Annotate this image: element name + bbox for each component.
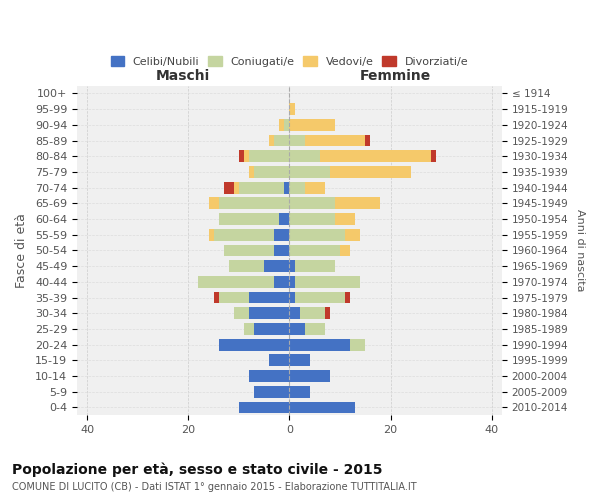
Bar: [305, 182, 325, 194]
Bar: [249, 166, 254, 178]
Bar: [325, 308, 330, 319]
Bar: [340, 244, 350, 256]
Bar: [249, 370, 289, 382]
Bar: [289, 150, 320, 162]
Bar: [264, 260, 289, 272]
Bar: [289, 244, 340, 256]
Bar: [289, 292, 295, 304]
Bar: [289, 119, 335, 131]
Bar: [295, 292, 345, 304]
Bar: [289, 308, 299, 319]
Text: Maschi: Maschi: [156, 68, 211, 82]
Bar: [289, 354, 310, 366]
Bar: [244, 150, 249, 162]
Bar: [254, 166, 289, 178]
Bar: [289, 134, 305, 146]
Bar: [345, 229, 360, 240]
Bar: [280, 213, 289, 225]
Bar: [289, 104, 295, 115]
Bar: [274, 229, 289, 240]
Bar: [289, 339, 350, 350]
Bar: [299, 308, 325, 319]
Bar: [289, 370, 330, 382]
Bar: [214, 229, 274, 240]
Y-axis label: Anni di nascita: Anni di nascita: [575, 209, 585, 292]
Bar: [254, 323, 289, 335]
Bar: [289, 182, 305, 194]
Bar: [289, 276, 295, 287]
Bar: [214, 292, 218, 304]
Bar: [218, 292, 249, 304]
Bar: [199, 276, 274, 287]
Bar: [320, 150, 431, 162]
Bar: [330, 166, 411, 178]
Bar: [269, 354, 289, 366]
Bar: [305, 134, 365, 146]
Bar: [239, 150, 244, 162]
Bar: [269, 134, 274, 146]
Y-axis label: Fasce di età: Fasce di età: [15, 213, 28, 288]
Bar: [218, 198, 289, 209]
Bar: [254, 386, 289, 398]
Bar: [249, 308, 289, 319]
Bar: [350, 339, 365, 350]
Text: Femmine: Femmine: [360, 68, 431, 82]
Bar: [274, 244, 289, 256]
Bar: [209, 198, 218, 209]
Bar: [289, 323, 305, 335]
Bar: [234, 308, 249, 319]
Bar: [229, 260, 264, 272]
Bar: [305, 323, 325, 335]
Bar: [218, 339, 289, 350]
Bar: [244, 323, 254, 335]
Bar: [224, 182, 234, 194]
Bar: [345, 292, 350, 304]
Bar: [295, 276, 360, 287]
Bar: [274, 276, 289, 287]
Bar: [284, 119, 289, 131]
Bar: [289, 198, 335, 209]
Bar: [280, 119, 284, 131]
Bar: [289, 260, 295, 272]
Bar: [218, 213, 280, 225]
Bar: [335, 213, 355, 225]
Bar: [289, 402, 355, 413]
Bar: [274, 134, 289, 146]
Bar: [289, 386, 310, 398]
Text: Popolazione per età, sesso e stato civile - 2015: Popolazione per età, sesso e stato civil…: [12, 462, 383, 477]
Bar: [224, 244, 274, 256]
Bar: [289, 229, 345, 240]
Bar: [365, 134, 370, 146]
Text: COMUNE DI LUCITO (CB) - Dati ISTAT 1° gennaio 2015 - Elaborazione TUTTITALIA.IT: COMUNE DI LUCITO (CB) - Dati ISTAT 1° ge…: [12, 482, 416, 492]
Bar: [234, 182, 239, 194]
Bar: [284, 182, 289, 194]
Bar: [289, 166, 330, 178]
Bar: [295, 260, 335, 272]
Bar: [289, 213, 335, 225]
Bar: [239, 182, 284, 194]
Legend: Celibi/Nubili, Coniugati/e, Vedovi/e, Divorziati/e: Celibi/Nubili, Coniugati/e, Vedovi/e, Di…: [106, 52, 473, 72]
Bar: [249, 292, 289, 304]
Bar: [335, 198, 380, 209]
Bar: [239, 402, 289, 413]
Bar: [209, 229, 214, 240]
Bar: [249, 150, 289, 162]
Bar: [431, 150, 436, 162]
